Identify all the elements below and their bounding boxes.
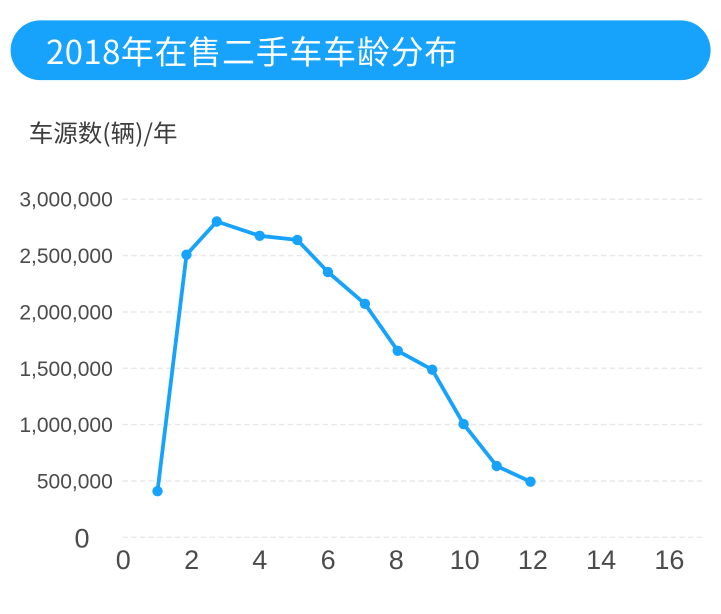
- svg-text:1,000,000: 1,000,000: [19, 414, 112, 437]
- svg-text:3,000,000: 3,000,000: [19, 189, 112, 212]
- svg-text:6: 6: [321, 545, 336, 575]
- svg-text:2,000,000: 2,000,000: [19, 302, 112, 325]
- svg-text:8: 8: [389, 545, 404, 575]
- svg-text:16: 16: [654, 545, 684, 575]
- svg-text:4: 4: [252, 545, 267, 575]
- svg-text:1,500,000: 1,500,000: [19, 358, 112, 381]
- svg-text:500,000: 500,000: [37, 471, 113, 494]
- svg-text:0: 0: [116, 545, 131, 575]
- svg-text:2: 2: [184, 545, 199, 575]
- svg-text:12: 12: [518, 545, 548, 575]
- svg-text:2,500,000: 2,500,000: [19, 245, 112, 268]
- svg-text:0: 0: [74, 524, 89, 554]
- svg-text:10: 10: [450, 545, 480, 575]
- svg-text:14: 14: [586, 545, 616, 575]
